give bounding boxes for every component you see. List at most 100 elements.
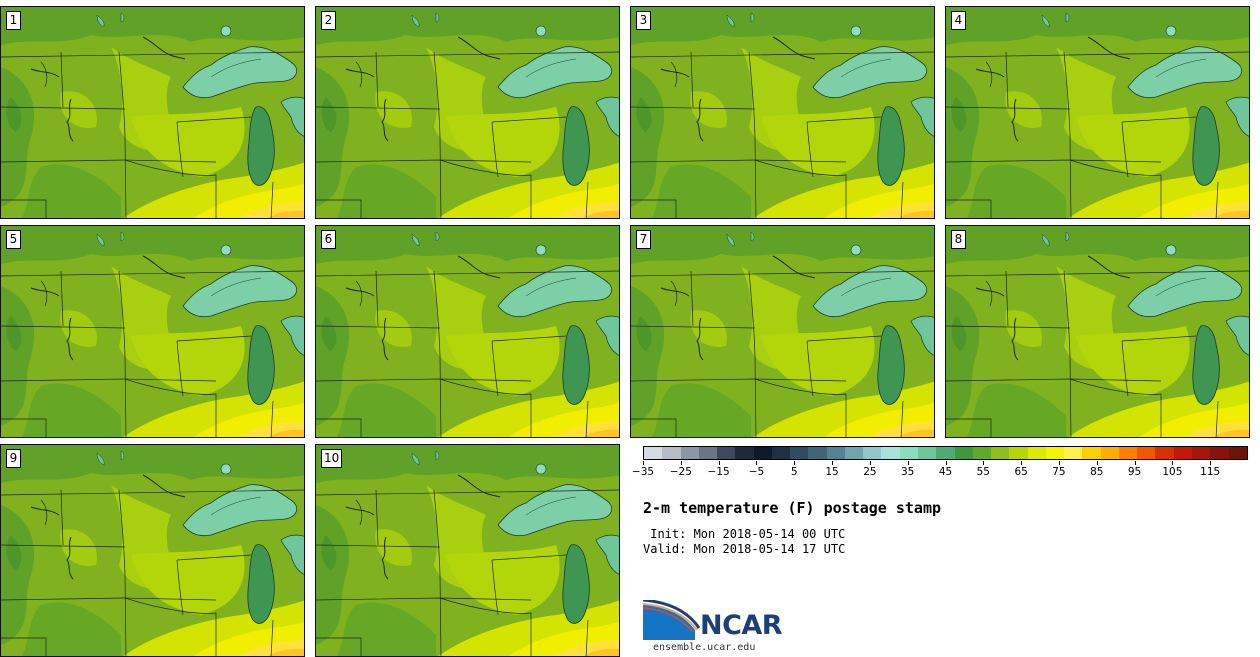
colorbar-tick	[1058, 461, 1060, 465]
colorbar-segment	[1064, 447, 1083, 459]
colorbar-segment	[936, 447, 955, 459]
stamp-map	[946, 226, 1249, 437]
stamp-10[interactable]: 10	[315, 444, 620, 657]
stamp-7[interactable]: 7	[630, 225, 935, 438]
stamp-2[interactable]: 2	[315, 6, 620, 219]
ncar-logo-icon	[643, 600, 701, 640]
colorbar-tick-label: 95	[1127, 466, 1142, 478]
colorbar-tick	[1134, 461, 1136, 465]
init-time: Init: Mon 2018-05-14 00 UTC	[643, 527, 846, 541]
colorbar-tick-label: −25	[669, 466, 692, 478]
stamp-map	[946, 7, 1249, 218]
colorbar-segment	[917, 447, 937, 459]
colorbar-tick	[756, 461, 758, 465]
stamp-label: 7	[636, 230, 651, 249]
stamp-1[interactable]: 1	[0, 6, 305, 219]
ncar-logo-text: NCAR	[700, 610, 783, 641]
colorbar-tick-label: 45	[938, 466, 953, 478]
colorbar-tick	[832, 461, 834, 465]
colorbar-tick-label: −5	[748, 466, 765, 478]
colorbar-segment	[644, 447, 663, 459]
stamp-map	[1, 226, 304, 437]
colorbar-segment	[899, 447, 918, 459]
colorbar-tick	[907, 461, 909, 465]
colorbar-segment	[1009, 447, 1028, 459]
stamp-3[interactable]: 3	[630, 6, 935, 219]
stamp-label: 4	[951, 11, 966, 30]
colorbar-segment	[735, 447, 754, 459]
colorbar-segment	[972, 447, 992, 459]
colorbar-tick	[1096, 461, 1098, 465]
colorbar-tick-label: 25	[863, 466, 877, 478]
colorbar-tick	[643, 461, 644, 465]
colorbar-tick	[1021, 461, 1023, 465]
colorbar-segment	[1228, 447, 1247, 459]
colorbar-segment	[1173, 447, 1192, 459]
stamp-map	[316, 7, 619, 218]
colorbar-segment	[1155, 447, 1174, 459]
colorbar-segment	[826, 447, 845, 459]
stamp-map	[316, 226, 619, 437]
stamp-6[interactable]: 6	[315, 225, 620, 438]
stamp-map	[631, 226, 934, 437]
colorbar-segment	[1045, 447, 1065, 459]
stamp-label: 6	[321, 230, 336, 249]
colorbar-segment	[808, 447, 827, 459]
colorbar-segment	[1118, 447, 1138, 459]
plot-title: 2-m temperature (F) postage stamp	[643, 499, 942, 517]
colorbar-tick-label: 85	[1090, 466, 1104, 478]
colorbar-tick-label: −35	[631, 466, 655, 478]
colorbar-segment	[863, 447, 882, 459]
stamp-8[interactable]: 8	[945, 225, 1250, 438]
colorbar-segment	[954, 447, 973, 459]
colorbar-tick-label: −15	[707, 466, 730, 478]
colorbar-segment	[717, 447, 736, 459]
colorbar-segment	[881, 447, 900, 459]
colorbar-tick-label: 105	[1162, 466, 1183, 478]
colorbar-tick	[869, 461, 871, 465]
colorbar-segment	[1191, 447, 1211, 459]
colorbar-tick	[1172, 461, 1174, 465]
stamp-label: 9	[6, 449, 21, 468]
colorbar-segment	[680, 447, 699, 459]
colorbar-segment	[790, 447, 809, 459]
valid-time: Valid: Mon 2018-05-14 17 UTC	[643, 542, 846, 556]
colorbar-tick-label: 35	[901, 466, 915, 478]
colorbar-tick-label: 75	[1052, 466, 1066, 478]
colorbar-segment	[1027, 447, 1046, 459]
stamp-map	[631, 7, 934, 218]
colorbar-segment	[753, 447, 772, 459]
colorbar-tick	[718, 461, 720, 465]
stamp-label: 2	[321, 11, 336, 30]
colorbar-segment	[991, 447, 1010, 459]
colorbar-segment	[1100, 447, 1119, 459]
stamp-label: 10	[321, 449, 343, 468]
colorbar-segment	[698, 447, 718, 459]
stamp-9[interactable]: 9	[0, 444, 305, 657]
colorbar-segment	[771, 447, 791, 459]
stamp-map	[1, 7, 304, 218]
colorbar-segment	[1137, 447, 1156, 459]
website-link[interactable]: ensemble.ucar.edu	[653, 642, 756, 653]
colorbar-tick	[945, 461, 947, 465]
colorbar-tick	[983, 461, 985, 465]
colorbar-segment	[1082, 447, 1101, 459]
colorbar-segment	[1210, 447, 1229, 459]
colorbar-tick-label: 15	[825, 466, 839, 478]
colorbar-segment	[844, 447, 864, 459]
colorbar-tick-label: 115	[1200, 466, 1221, 478]
stamp-label: 1	[6, 11, 21, 30]
colorbar-segment	[662, 447, 681, 459]
stamp-label: 3	[636, 11, 651, 30]
colorbar-tick-label: 65	[1014, 466, 1028, 478]
colorbar-tick-label: 5	[790, 466, 798, 478]
stamp-label: 5	[6, 230, 21, 249]
colorbar-tick-label: 55	[976, 466, 990, 478]
colorbar-tick	[680, 461, 682, 465]
stamp-label: 8	[951, 230, 966, 249]
colorbar	[643, 446, 1248, 460]
colorbar-tick	[1210, 461, 1212, 465]
stamp-5[interactable]: 5	[0, 225, 305, 438]
stamp-4[interactable]: 4	[945, 6, 1250, 219]
colorbar-tick	[794, 461, 796, 465]
